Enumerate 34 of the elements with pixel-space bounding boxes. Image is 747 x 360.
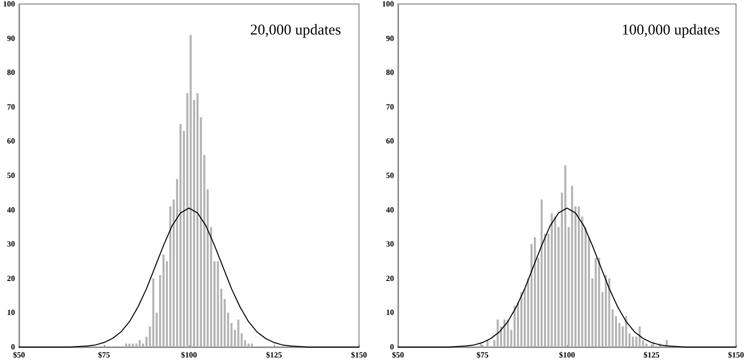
x-tick-label: $100 [181,350,197,360]
y-tick-label: 40 [386,205,394,214]
y-tick-label: 100 [382,0,394,8]
y-tick-label: 50 [386,171,394,180]
y-tick-label: 100 [3,0,15,8]
y-tick-label: 90 [7,34,15,43]
y-tick-label: 20 [7,274,15,283]
text: 100,000 updates [622,22,720,38]
x-tick-label: $100 [559,350,575,360]
y-tick-label: 0 [390,342,394,352]
x-tick-label: $75 [98,350,110,360]
y-tick-label: 80 [386,68,394,78]
y-tick-label: 60 [386,136,394,146]
y-tick-label: 20 [386,274,394,283]
y-tick-label: 70 [386,102,394,112]
y-tick-label: 70 [7,102,15,112]
y-tick-label: 10 [386,308,394,318]
y-tick-label: 50 [7,171,15,180]
y-tick-label: 10 [7,308,15,318]
y-tick-label: 30 [7,240,15,249]
y-tick-label: 30 [386,240,394,249]
x-tick-label: $125 [266,350,282,360]
y-tick-label: 60 [7,136,15,146]
text: 20,000 updates [250,22,342,38]
x-tick-label: $50 [392,350,404,360]
x-tick-label: $125 [644,350,660,360]
x-tick-label: $75 [476,350,488,360]
x-tick-label: $150 [728,350,744,360]
y-tick-label: 90 [386,34,394,43]
x-tick-label: $150 [351,350,367,360]
y-tick-label: 80 [7,68,15,78]
y-tick-label: 40 [7,205,15,214]
y-tick-label: 0 [11,342,15,352]
x-tick-label: $50 [13,350,25,360]
